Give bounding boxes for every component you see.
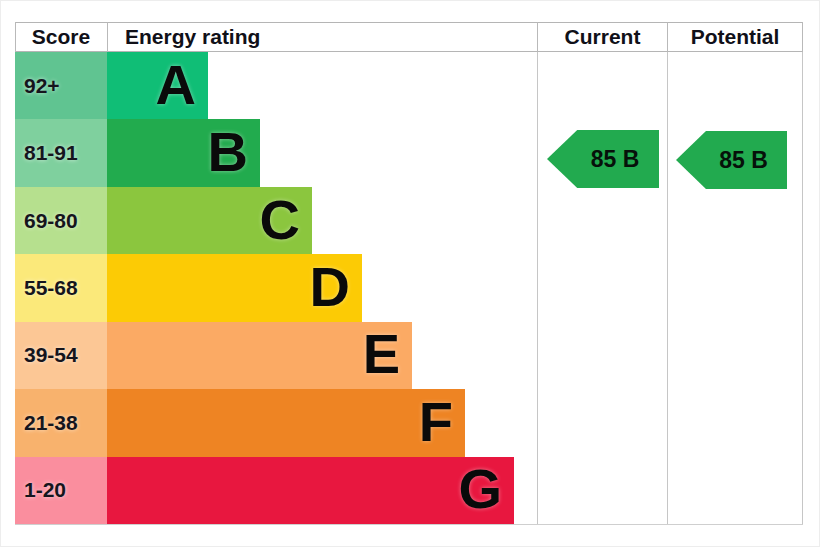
band-letter-g: G (458, 461, 502, 517)
column-divider-potential-left (667, 52, 668, 525)
header-score: Score (15, 25, 107, 49)
score-range-d: 55-68 (15, 254, 107, 321)
band-bar-g: G (107, 457, 514, 524)
current-rating-label: 85 B (591, 146, 640, 173)
score-range-f: 21-38 (15, 389, 107, 456)
score-range-b: 81-91 (15, 119, 107, 186)
band-bar-d: D (107, 254, 362, 321)
band-row-e: 39-54 E (15, 322, 803, 389)
band-bar-e: E (107, 322, 412, 389)
score-range-a: 92+ (15, 52, 107, 119)
band-bar-f: F (107, 389, 465, 456)
band-letter-a: A (156, 57, 196, 113)
band-bar-b: B (107, 119, 260, 186)
band-letter-c: C (260, 192, 300, 248)
potential-rating-label: 85 B (719, 147, 768, 174)
score-range-g: 1-20 (15, 457, 107, 524)
band-row-f: 21-38 F (15, 389, 803, 456)
rating-bands: 92+ A 81-91 B 69-80 C 55-68 D (15, 52, 803, 524)
header-divider-left (15, 22, 16, 52)
rating-table: Score Energy rating Current Potential 92… (15, 22, 803, 525)
band-row-c: 69-80 C (15, 187, 803, 254)
column-divider-right-edge (802, 52, 803, 525)
table-bottom-border (15, 524, 803, 525)
band-letter-f: F (419, 394, 453, 450)
header-energy-rating: Energy rating (107, 25, 538, 49)
table-header-row: Score Energy rating Current Potential (15, 22, 803, 52)
band-letter-e: E (363, 326, 400, 382)
header-divider-potential (667, 22, 668, 52)
header-divider-score (107, 22, 108, 52)
column-divider-current-left (537, 52, 538, 525)
band-row-a: 92+ A (15, 52, 803, 119)
band-row-d: 55-68 D (15, 254, 803, 321)
score-range-c: 69-80 (15, 187, 107, 254)
header-current: Current (538, 25, 667, 49)
epc-energy-rating-chart: Score Energy rating Current Potential 92… (0, 0, 820, 547)
header-divider-right (802, 22, 803, 52)
band-bar-c: C (107, 187, 312, 254)
band-letter-d: D (310, 259, 350, 315)
header-divider-current (537, 22, 538, 52)
band-bar-a: A (107, 52, 208, 119)
header-potential: Potential (667, 25, 803, 49)
band-row-g: 1-20 G (15, 457, 803, 524)
score-range-e: 39-54 (15, 322, 107, 389)
band-letter-b: B (208, 124, 248, 180)
